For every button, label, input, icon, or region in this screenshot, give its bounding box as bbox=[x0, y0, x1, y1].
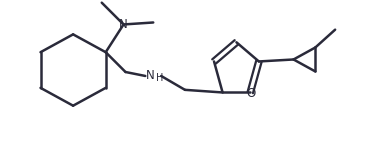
Text: N: N bbox=[146, 69, 155, 82]
Text: N: N bbox=[119, 18, 128, 31]
Text: O: O bbox=[247, 87, 256, 100]
Text: H: H bbox=[155, 73, 163, 83]
